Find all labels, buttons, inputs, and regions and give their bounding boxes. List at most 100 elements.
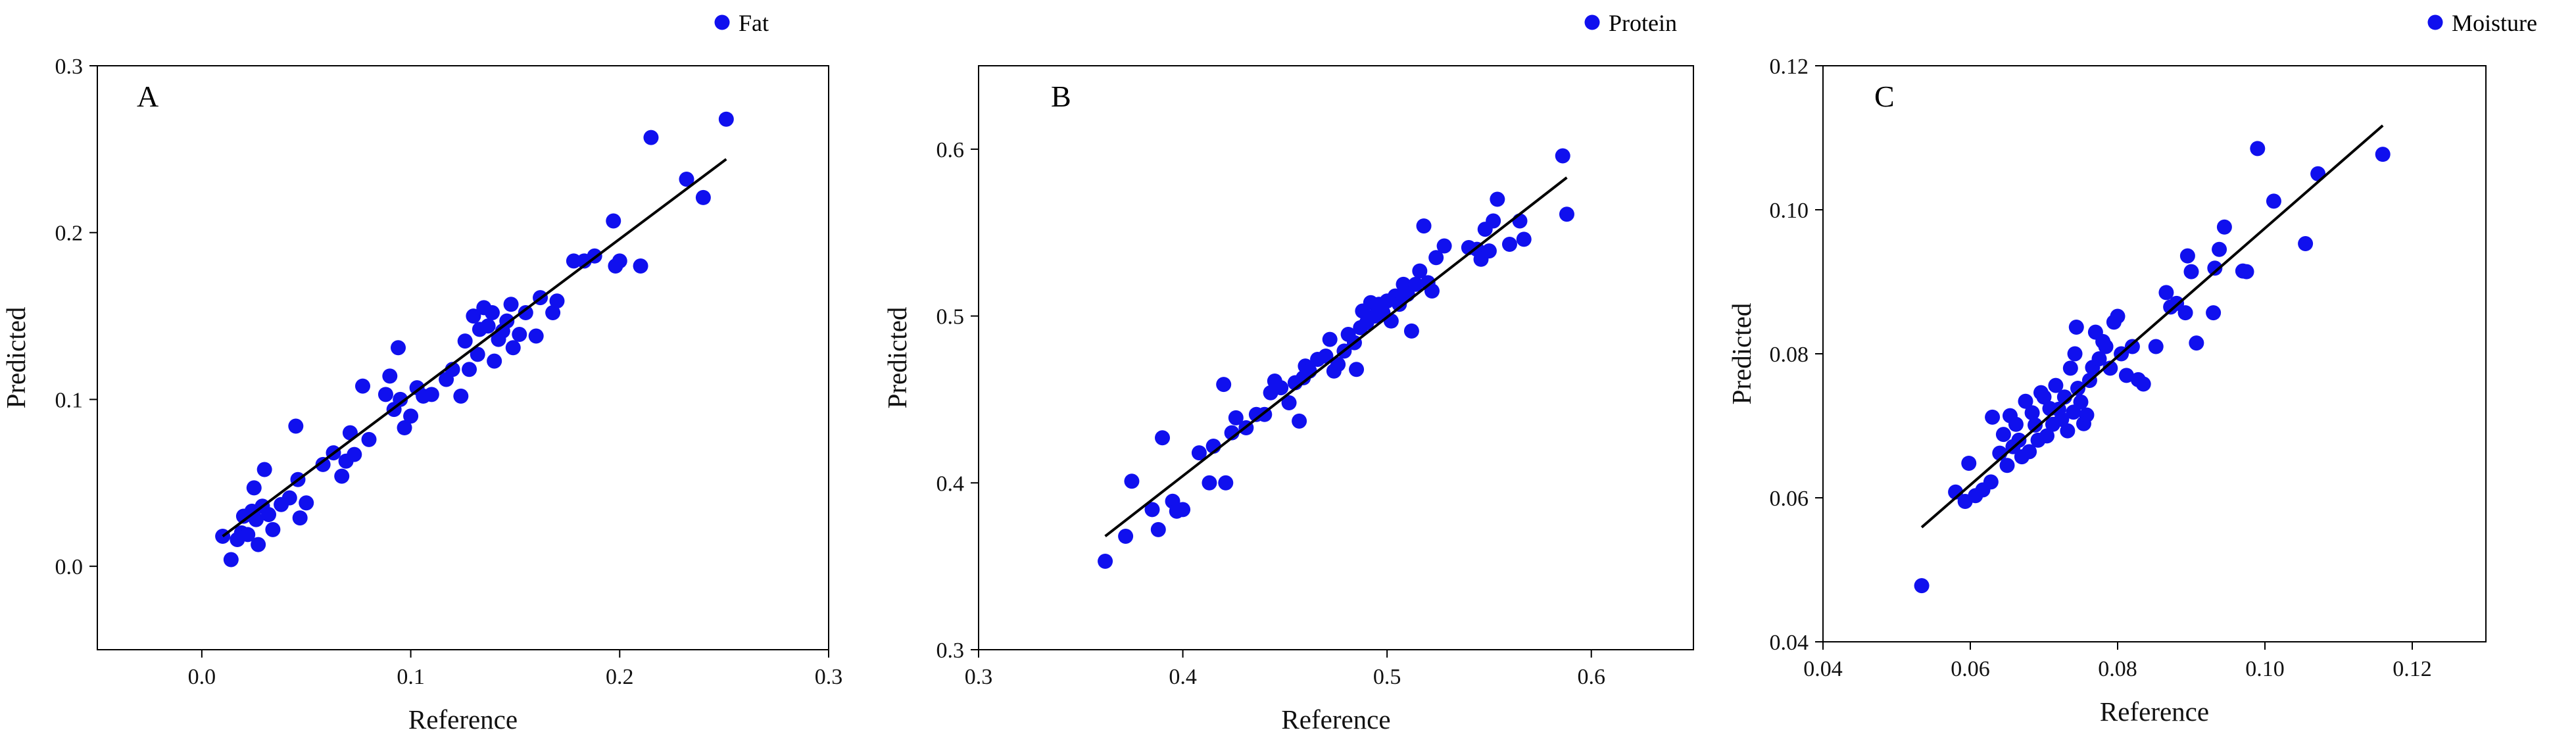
data-point [1216,377,1232,393]
panel-label: B [1051,80,1071,113]
data-point [2067,346,2083,362]
x-tick-label: 0.3 [815,665,843,689]
data-point [566,253,581,269]
data-points [1914,141,2391,594]
data-point [2179,248,2195,264]
x-axis-title: Reference [2100,696,2209,727]
data-point [2091,351,2107,367]
data-point [1424,283,1440,299]
x-tick-label: 0.04 [1803,657,1843,681]
data-point [1098,554,1113,569]
x-tick-label: 0.2 [606,665,634,689]
data-point [1428,250,1444,266]
data-point [2206,305,2222,321]
data-point [1983,474,1999,490]
data-point [251,537,266,552]
data-point [2039,428,2054,444]
x-tick-label: 0.10 [2245,657,2285,681]
legend: Fat [714,10,769,36]
x-axis-title: Reference [1281,704,1390,735]
chart-panel-a: 0.0 0.1 0.2 0.3 0.0 0.1 0.2 0.3 Reference Predict… [1,10,842,735]
data-point [2124,339,2140,354]
legend-label: Moisture [2452,10,2537,36]
x-tick-label: 0.1 [397,665,425,689]
data-point [528,328,544,344]
data-point [1559,206,1574,222]
data-point [2022,444,2037,460]
data-point [1481,243,1497,259]
data-point [512,326,527,342]
data-point [1501,236,1517,252]
data-point [606,213,621,229]
data-point [2036,389,2052,405]
y-tick-label: 0.2 [55,222,84,246]
data-point [261,506,277,522]
data-point [1224,425,1240,441]
y-tick-label: 0.3 [55,55,84,79]
data-point [484,304,500,320]
data-point [334,468,350,484]
data-point [1999,458,2015,473]
data-point [223,552,239,568]
x-tick-label: 0.4 [1169,665,1197,689]
data-point [2183,264,2199,279]
data-point [1436,238,1452,254]
y-axis-title: Predicted [1726,303,1757,405]
y-axis-title: Predicted [1,307,31,409]
panel-label: C [1874,80,1895,113]
data-point [240,527,256,543]
data-point [2135,376,2151,392]
y-tick-label: 0.5 [936,305,965,329]
data-point [1555,148,1570,164]
data-point [549,293,565,309]
data-point [612,253,627,269]
data-point [1330,356,1346,372]
data-point [248,512,264,527]
data-point [518,304,533,320]
data-point [288,418,304,434]
data-point [1403,323,1419,339]
data-point [2060,423,2076,439]
data-point [643,130,659,145]
chart-panel-c: 0.04 0.06 0.08 0.10 0.12 0.04 0.06 0.08 0.10 0.12… [1726,10,2537,727]
data-point [1292,413,1307,429]
data-point [1175,502,1191,518]
data-point [2158,285,2174,301]
data-point [695,189,711,205]
y-tick-label: 0.1 [55,388,84,412]
data-point [315,456,331,472]
data-point [2062,360,2078,376]
regression-line [1104,176,1568,538]
data-point [2024,405,2040,421]
regression-line [1920,124,2384,529]
data-point [1516,231,1532,247]
legend-marker [714,14,730,30]
data-point [457,333,473,349]
y-tick-label: 0.10 [1770,199,1809,223]
data-point [393,391,408,407]
x-tick-label: 0.06 [1951,657,1990,681]
data-point [1412,263,1428,279]
data-point [545,304,561,320]
data-point [292,510,308,526]
data-point [1392,297,1407,312]
data-point [2216,219,2232,235]
data-point [391,340,406,356]
x-tick-label: 0.6 [1577,665,1605,689]
data-point [2212,241,2227,257]
data-point [1416,218,1432,234]
data-point [453,388,469,404]
data-point [2250,141,2266,157]
data-point [246,480,262,496]
data-point [299,495,314,511]
y-tick-label: 0.06 [1770,487,1809,511]
data-points [215,111,734,568]
chart-panel-b: 0.3 0.4 0.5 0.6 0.3 0.4 0.5 0.6 Reference Predict… [882,10,1694,735]
data-point [1349,362,1365,377]
legend: Moisture [2427,10,2537,36]
y-tick-label: 0.3 [936,639,965,663]
data-point [403,408,419,424]
data-point [1218,475,1234,491]
panel-label: A [137,80,158,113]
